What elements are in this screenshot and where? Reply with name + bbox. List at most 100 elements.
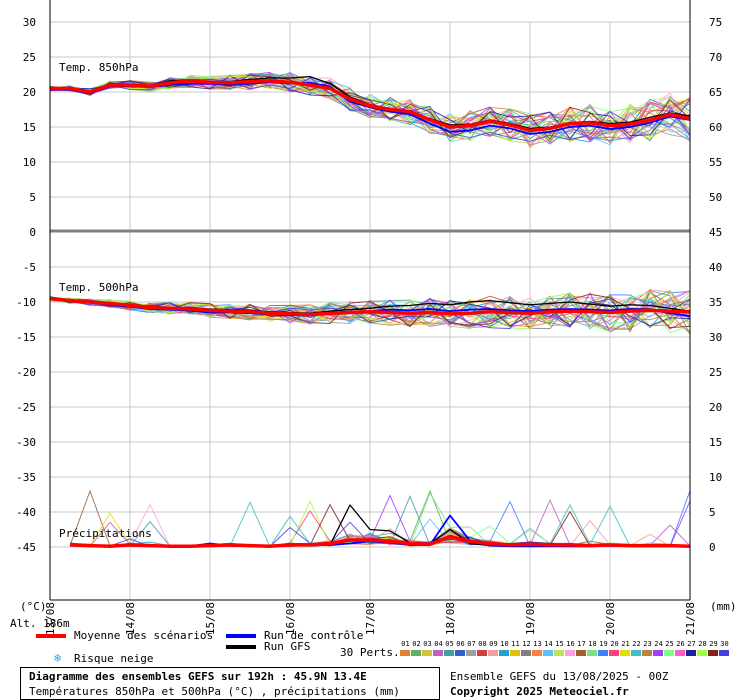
x-date-label: 17/08 — [364, 602, 377, 635]
right-tick-label: 5 — [709, 506, 716, 519]
pert-swatch — [543, 650, 553, 656]
ensemble-info: Ensemble GEFS du 13/08/2025 - 00Z — [450, 670, 669, 683]
left-tick-label: 5 — [29, 191, 36, 204]
left-tick-label: 15 — [23, 121, 36, 134]
right-tick-label: 25 — [709, 366, 722, 379]
right-tick-label: 40 — [709, 261, 722, 274]
pert-swatch — [444, 650, 454, 656]
pert-number: 30 — [720, 640, 729, 648]
legend-gfs: Run GFS — [264, 640, 311, 653]
pert-number: 10 — [500, 640, 509, 648]
right-axis-unit: (mm) — [710, 600, 737, 613]
left-tick-label: 0 — [29, 226, 36, 239]
pert-number: 12 — [522, 640, 531, 648]
x-axis-dates: 13/08 14/08 15/08 16/08 17/08 18/08 19/08 20/08… — [44, 602, 697, 635]
x-date-label: 20/08 — [604, 602, 617, 635]
perts-numbers: 01 02 03 04 05 06 07 08 09 10 11 12 13 14 15 16 17 18 19 20… — [400, 640, 730, 650]
pert-swatch — [532, 650, 542, 656]
pert-number: 18 — [588, 640, 597, 648]
pert-swatch — [455, 650, 465, 656]
panel-labels: Temp. 850hPa Temp. 500hPa Précipitations — [59, 61, 152, 540]
left-tick-label: 20 — [23, 86, 36, 99]
pert-number: 21 — [621, 640, 630, 648]
legend-mean-swatch — [36, 634, 66, 638]
x-date-label: 19/08 — [524, 602, 537, 635]
snowflake-icon: ❄ — [54, 651, 62, 665]
pert-swatch — [510, 650, 520, 656]
left-tick-label: -35 — [16, 471, 36, 484]
perts-swatches — [400, 650, 730, 656]
pert-number: 29 — [709, 640, 718, 648]
pert-swatch — [620, 650, 630, 656]
x-date-label: 13/08 — [44, 602, 57, 635]
pert-swatch — [422, 650, 432, 656]
pert-swatch — [576, 650, 586, 656]
pert-number: 03 — [423, 640, 432, 648]
pert-swatch — [587, 650, 597, 656]
left-tick-label: -5 — [23, 261, 36, 274]
pert-swatch — [664, 650, 674, 656]
gefs-chart: 302520151050-5-10-15-20-25-30-35-40-4575… — [16, 0, 737, 635]
copyright: Copyright 2025 Meteociel.fr — [450, 685, 629, 698]
left-tick-label: 25 — [23, 51, 36, 64]
pert-number: 11 — [511, 640, 520, 648]
pert-number: 23 — [643, 640, 652, 648]
x-date-label: 18/08 — [444, 602, 457, 635]
x-date-label: 14/08 — [124, 602, 137, 635]
right-tick-label: 0 — [709, 541, 716, 554]
pert-number: 07 — [467, 640, 476, 648]
mean-line — [50, 79, 691, 133]
pert-swatch — [686, 650, 696, 656]
pert-swatch — [642, 650, 652, 656]
title-box: Diagramme des ensembles GEFS sur 192h : … — [20, 667, 440, 700]
left-tick-label: -20 — [16, 366, 36, 379]
right-tick-label: 30 — [709, 331, 722, 344]
pert-number: 28 — [698, 640, 707, 648]
altitude-label: Alt. 186m — [10, 617, 70, 630]
pert-swatch — [653, 650, 663, 656]
mean-line — [49, 296, 691, 317]
mean-line — [69, 534, 691, 549]
pert-swatch — [433, 650, 443, 656]
pert-number: 26 — [676, 640, 685, 648]
legend-control-swatch — [226, 634, 256, 638]
pert-number: 13 — [533, 640, 542, 648]
legend-snow: Risque neige — [74, 652, 154, 665]
pert-swatch — [598, 650, 608, 656]
pert-number: 25 — [665, 640, 674, 648]
left-tick-label: 10 — [23, 156, 36, 169]
x-date-label: 15/08 — [204, 602, 217, 635]
pert-number: 06 — [456, 640, 465, 648]
pert-number: 04 — [434, 640, 443, 648]
pert-number: 15 — [555, 640, 564, 648]
pert-swatch — [499, 650, 509, 656]
left-tick-label: -10 — [16, 296, 36, 309]
legend-gfs-swatch — [226, 645, 256, 649]
pert-number: 22 — [632, 640, 641, 648]
right-tick-label: 45 — [709, 226, 722, 239]
panel-label: Temp. 500hPa — [59, 281, 138, 294]
pert-number: 16 — [566, 640, 575, 648]
left-tick-label: -25 — [16, 401, 36, 414]
pert-swatch — [411, 650, 421, 656]
right-tick-label: 35 — [709, 296, 722, 309]
pert-number: 20 — [610, 640, 619, 648]
pert-swatch — [554, 650, 564, 656]
chart-title: Diagramme des ensembles GEFS sur 192h : … — [29, 670, 367, 683]
right-tick-label: 50 — [709, 191, 722, 204]
perts-label: 30 Perts. — [340, 646, 400, 659]
left-tick-label: -45 — [16, 541, 36, 554]
right-tick-label: 65 — [709, 86, 722, 99]
x-date-label: 21/08 — [684, 602, 697, 635]
pert-swatch — [521, 650, 531, 656]
x-date-label: 16/08 — [284, 602, 297, 635]
ensemble-member-line — [49, 296, 691, 334]
pert-swatch — [719, 650, 729, 656]
pert-swatch — [477, 650, 487, 656]
right-tick-label: 55 — [709, 156, 722, 169]
pert-swatch — [631, 650, 641, 656]
pert-swatch — [466, 650, 476, 656]
left-tick-label: -15 — [16, 331, 36, 344]
legend-mean: Moyenne des scénarios — [74, 629, 214, 642]
right-tick-label: 10 — [709, 471, 722, 484]
